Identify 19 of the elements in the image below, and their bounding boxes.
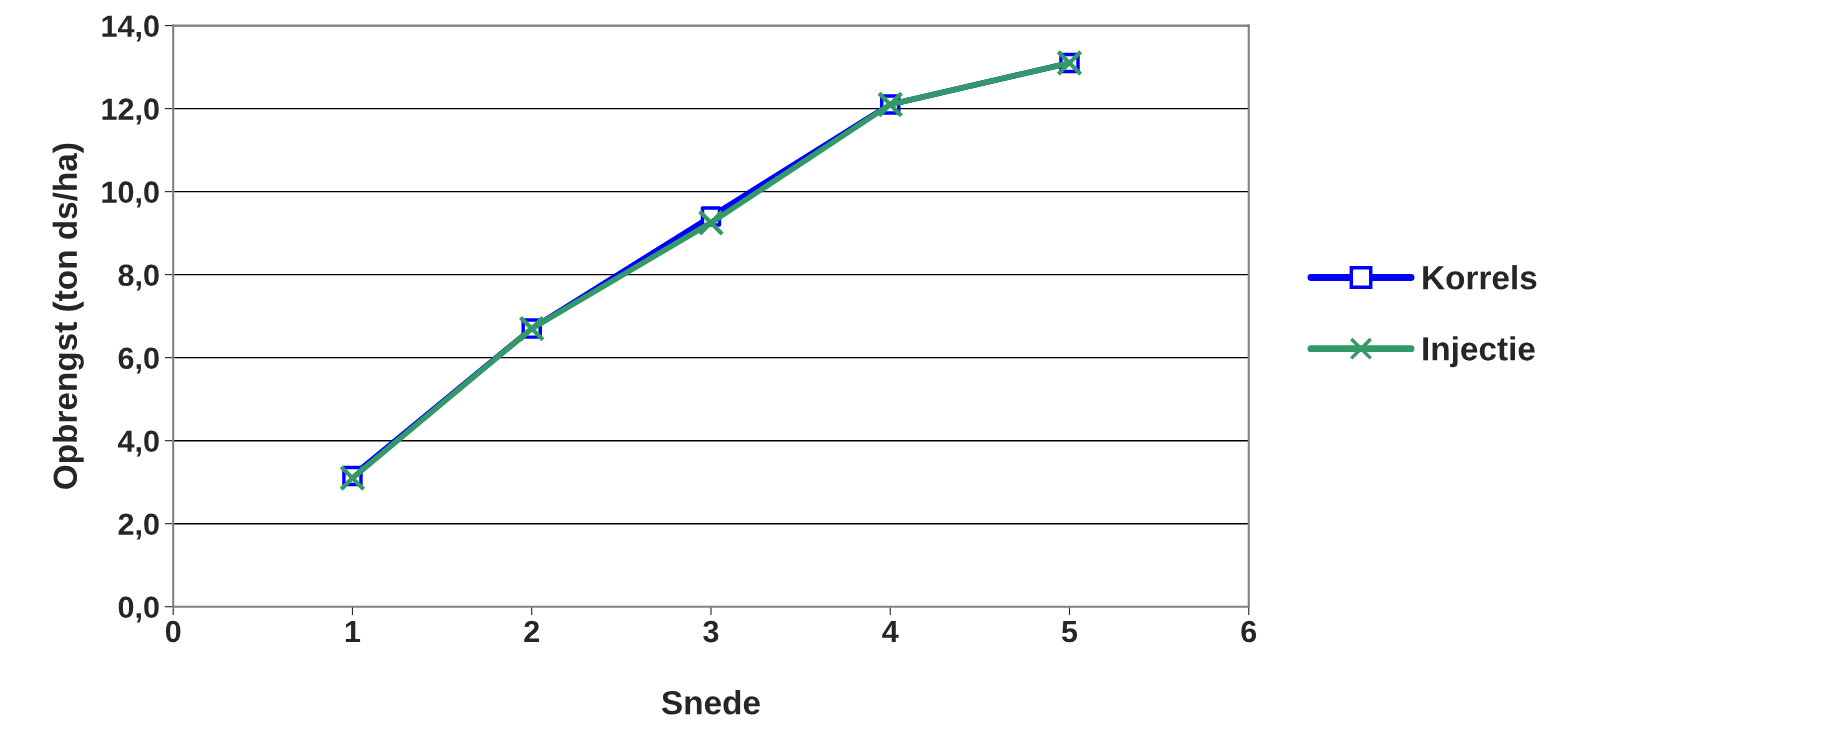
x-tick-label: 1 (345, 621, 361, 643)
x-tick-label: 2 (524, 620, 539, 643)
y-tick-label: 10,0 (102, 181, 159, 208)
x-tick-label: 4 (882, 621, 899, 643)
x-tick-label: 6 (1241, 620, 1257, 643)
y-axis-title: Opbrengst (ton ds/ha) (52, 143, 84, 489)
x-tick-label: 3 (703, 620, 719, 643)
x-tick-label: 0 (165, 620, 181, 643)
x-axis-title: Snede (661, 690, 760, 715)
legend-label: Korrels (1423, 265, 1537, 290)
y-tick-label: 4,0 (117, 430, 159, 457)
legend-label: Injectie (1423, 336, 1535, 368)
y-tick-label: 14,0 (102, 15, 159, 42)
y-tick-label: 8,0 (118, 264, 159, 291)
y-tick-label: 0,0 (118, 596, 159, 623)
y-tick-label: 2,0 (118, 513, 159, 540)
y-tick-label: 12,0 (102, 98, 159, 125)
x-tick-label: 5 (1061, 621, 1078, 643)
y-tick-label: 6,0 (118, 347, 159, 374)
